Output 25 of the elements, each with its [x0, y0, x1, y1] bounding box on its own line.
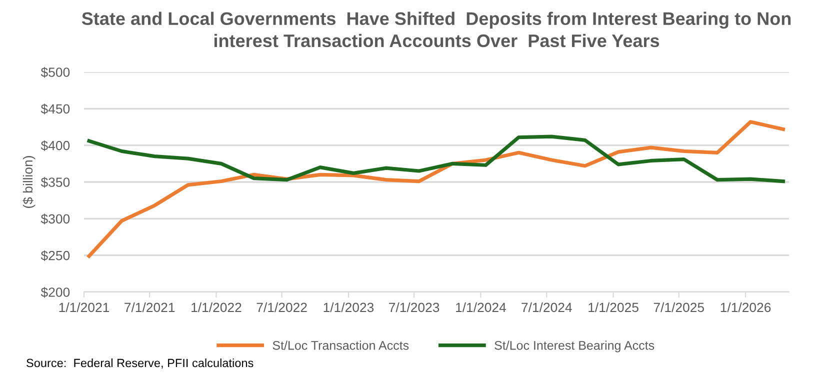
x-tick-label: 1/1/2022 — [192, 302, 242, 312]
y-tick-label: $500 — [40, 67, 70, 78]
y-tick-label: $200 — [40, 287, 70, 298]
y-tick-label: $450 — [40, 104, 70, 114]
y-axis-title: ($ billion) — [22, 156, 36, 208]
x-tick-label: 7/1/2023 — [389, 302, 440, 312]
x-tick-label: 7/1/2025 — [654, 302, 704, 312]
x-tick-label: 1/1/2026 — [720, 302, 771, 312]
source-note: Source: Federal Reserve, PFII calculations — [26, 358, 254, 369]
x-tick-label: 1/1/2025 — [588, 302, 638, 312]
chart-title: State and Local Governments Have Shifted Deposits from Interest Bearing to Non interest Transaction Accounts Over Past Five Years — [82, 12, 791, 48]
line-series — [87, 120, 786, 258]
x-tick-label: 1/1/2021 — [59, 302, 110, 312]
line-series — [87, 134, 786, 184]
x-tick-label: 1/1/2023 — [324, 302, 374, 312]
x-tick-label: 1/1/2024 — [456, 302, 506, 312]
legend-label: St/Loc Transaction Accts — [272, 340, 409, 350]
legend-label: St/Loc Interest Bearing Accts — [494, 340, 654, 352]
y-tick-label: $250 — [40, 250, 70, 262]
y-tick-label: $300 — [40, 214, 70, 224]
y-tick-label: $350 — [40, 177, 70, 188]
x-tick-label: 7/1/2024 — [522, 302, 572, 312]
x-tick-label: 7/1/2022 — [256, 302, 307, 312]
y-tick-label: $400 — [40, 140, 70, 152]
x-tick-label: 7/1/2021 — [124, 302, 175, 312]
